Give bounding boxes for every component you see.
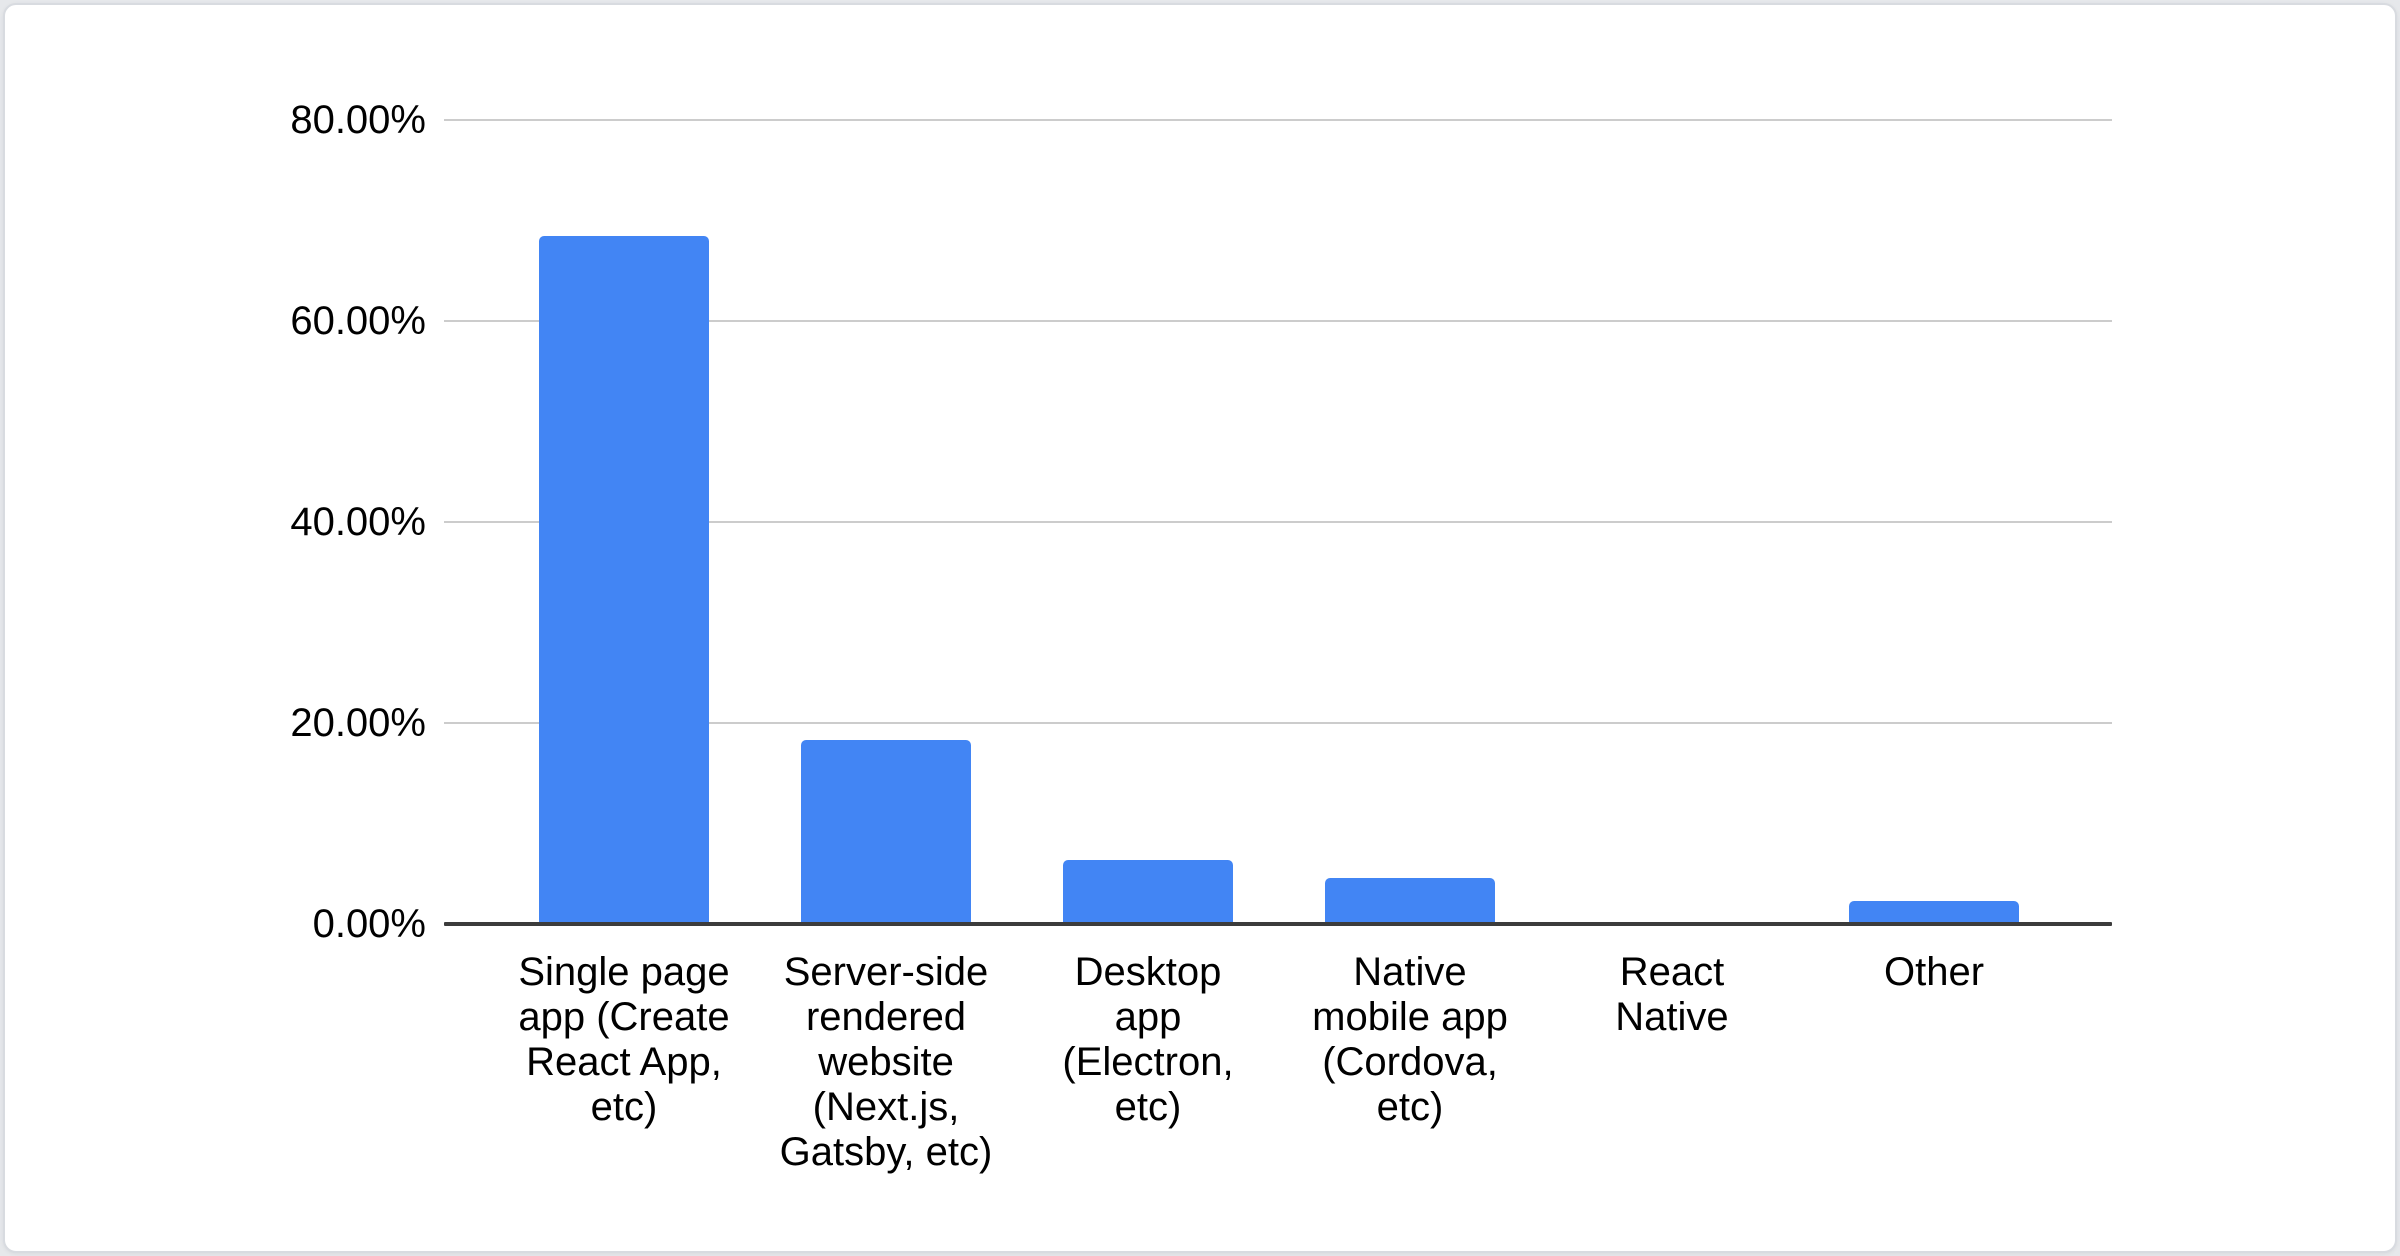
x-axis-label: Desktop app (Electron, etc)	[1062, 950, 1234, 1129]
x-axis-label: Native mobile app (Cordova, etc)	[1312, 950, 1508, 1129]
x-axis-label: Single page app (Create React App, etc)	[518, 950, 730, 1129]
bar	[539, 235, 709, 924]
y-tick-label: 60.00%	[290, 299, 426, 343]
x-axis-label: React Native	[1615, 950, 1729, 1039]
y-tick-label: 20.00%	[290, 701, 426, 745]
bar	[801, 740, 971, 924]
chart-card[interactable]: 80.00% 60.00% 40.00% 20.00% 0.00% Single page…	[3, 3, 2397, 1253]
bar	[1325, 877, 1495, 924]
x-axis-label: Server-side rendered website (Next.js, G…	[779, 950, 993, 1174]
x-axis-line	[444, 922, 2112, 926]
bar-chart: 80.00% 60.00% 40.00% 20.00% 0.00% Single page…	[5, 5, 2395, 1251]
gridline	[444, 119, 2112, 121]
bar	[1063, 859, 1233, 924]
y-tick-label: 0.00%	[312, 902, 426, 946]
gridline	[444, 320, 2112, 322]
y-tick-label: 80.00%	[290, 98, 426, 142]
x-axis-label: Other	[1883, 950, 1985, 994]
bar	[1849, 900, 2019, 924]
gridline	[444, 722, 2112, 724]
gridline	[444, 521, 2112, 523]
y-tick-label: 40.00%	[290, 500, 426, 544]
